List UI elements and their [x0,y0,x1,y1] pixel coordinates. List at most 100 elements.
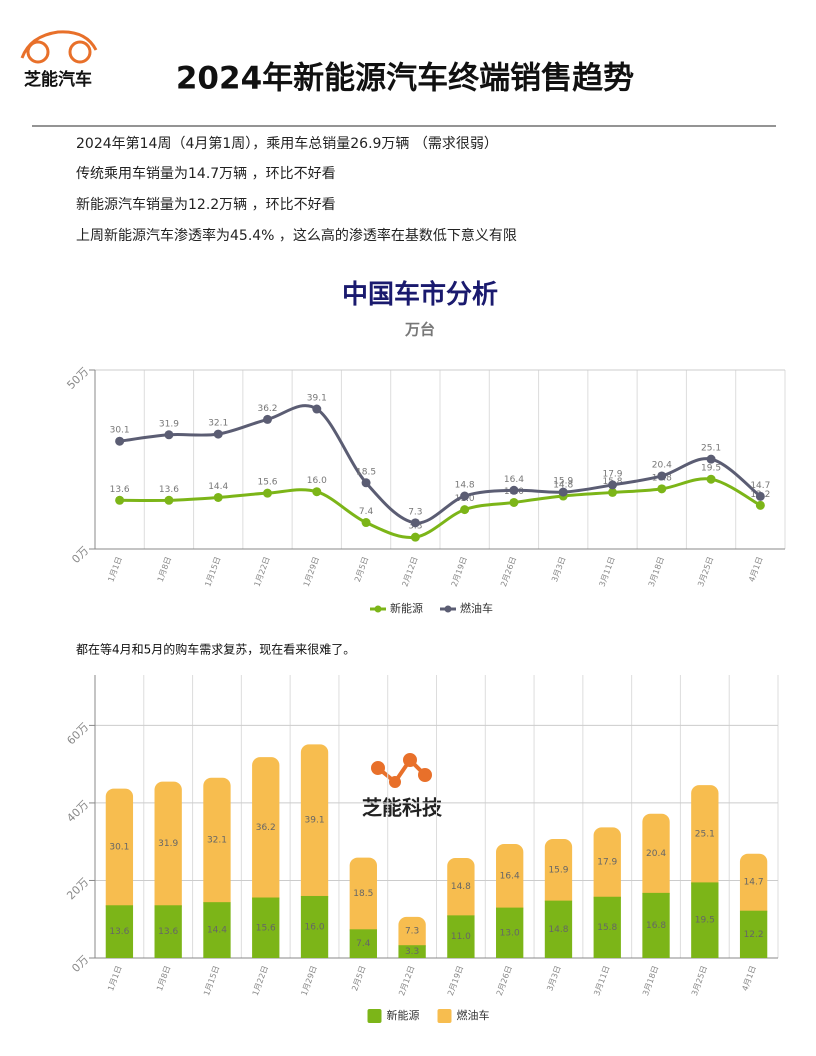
bar [300,744,329,904]
x-tick-label: 3月11日 [592,964,611,996]
bar [154,905,182,958]
point [410,518,420,528]
data-label: 32.1 [208,419,228,429]
bar [642,892,670,958]
bar [349,929,377,958]
bar [252,897,280,958]
data-label: 15.9 [548,865,568,875]
logo-text: 芝能汽车 [24,69,92,90]
data-label: 32.1 [207,835,227,845]
point [164,495,174,505]
data-label: 16.0 [307,476,327,486]
point [755,500,765,510]
bar [203,902,231,958]
x-tick-label: 2月26日 [499,555,518,587]
point [164,430,174,440]
data-label: 13.0 [500,928,520,938]
bar [544,900,573,958]
bar [105,905,134,958]
data-label: 39.1 [307,394,327,404]
y-tick-label: 0万 [69,544,91,566]
bar [496,907,524,958]
point [558,487,568,497]
chart-note: 都在等4月和5月的购车需求复苏，现在看来很难了。 [76,642,355,657]
logo-icon [20,30,98,64]
data-label: 16.8 [646,921,666,931]
legend-marker [374,605,382,613]
point [312,404,322,414]
data-label: 14.8 [451,882,471,892]
legend-label: 新能源 [390,601,423,615]
data-label: 15.6 [256,923,276,933]
bar [203,777,231,911]
watermark: 芝能科技 [362,796,443,820]
x-tick-label: 2月5日 [350,964,367,992]
x-tick-label: 3月18日 [647,555,666,587]
x-tick-label: 1月8日 [156,555,173,583]
x-tick-label: 1月22日 [253,555,272,587]
bar [398,945,426,958]
data-label: 39.1 [305,816,325,826]
bar [691,882,719,958]
point [115,436,125,446]
data-label: 30.1 [109,842,129,852]
point [213,429,223,439]
x-tick-label: 3月3日 [545,964,562,992]
point [312,487,322,497]
data-label: 31.9 [158,839,178,849]
data-label: 14.4 [207,926,227,936]
data-label: 25.1 [695,829,715,839]
page-title: 2024年新能源汽车终端销售趋势 [176,61,634,97]
legend-marker [444,605,452,613]
paragraph: 传统乘用车销量为14.7万辆 ，环比不好看 [76,165,336,182]
data-label: 20.4 [652,460,672,470]
x-tick-label: 1月1日 [106,964,123,992]
y-tick-label: 40万 [64,798,91,825]
x-tick-label: 3月25日 [696,555,715,587]
data-label: 7.4 [359,507,374,517]
bar [642,813,670,901]
data-label: 7.4 [356,939,371,949]
legend-label: 新能源 [387,1008,420,1022]
bar [154,781,182,914]
x-tick-label: 1月8日 [155,964,172,992]
point [263,488,272,498]
data-label: 7.3 [408,507,422,517]
x-tick-label: 2月5日 [353,555,370,583]
x-tick-label: 4月1日 [740,964,757,992]
data-label: 19.5 [695,916,715,926]
x-tick-label: 3月11日 [598,555,617,587]
data-label: 25.1 [701,444,721,454]
bar [349,857,377,938]
data-label: 16.4 [504,475,524,485]
data-label: 13.6 [109,927,129,937]
point [706,454,716,464]
point [706,474,716,484]
data-label: 14.8 [553,481,573,491]
data-label: 15.6 [257,478,277,488]
point [608,487,617,497]
paragraph: 新能源汽车销量为12.2万辆 ，环比不好看 [76,196,336,213]
data-label: 14.7 [744,878,764,888]
point [509,485,519,495]
bar [593,896,621,958]
point [755,491,765,501]
legend-label: 燃油车 [460,601,493,615]
bar [691,785,719,891]
data-label: 12.2 [744,930,764,940]
data-label: 20.4 [646,849,666,859]
data-label: 30.1 [110,426,130,436]
x-tick-label: 3月25日 [690,964,709,996]
x-tick-label: 1月15日 [202,964,221,996]
x-tick-label: 2月26日 [495,964,514,996]
data-label: 14.4 [208,482,228,492]
x-tick-label: 2月19日 [446,964,465,996]
legend-swatch [367,1009,382,1023]
data-label: 17.9 [602,469,622,479]
watermark-icon [371,753,432,788]
bar [496,844,524,916]
x-tick-label: 2月19日 [450,555,469,587]
legend-label: 燃油车 [457,1008,490,1022]
point [460,505,470,515]
